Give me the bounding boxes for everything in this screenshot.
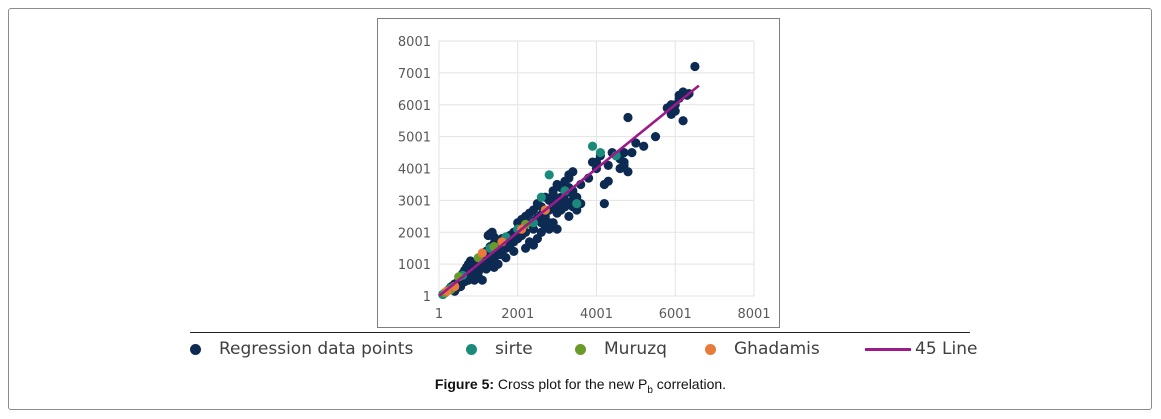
data-point-regression-data-points xyxy=(489,232,499,242)
x-tick-label: 2001 xyxy=(501,307,534,322)
y-tick-label: 8001 xyxy=(398,35,431,50)
data-point-regression-data-points xyxy=(639,141,649,151)
data-point-regression-data-points xyxy=(465,256,476,266)
data-point-regression-data-points xyxy=(544,218,554,228)
y-tick-label: 6001 xyxy=(398,99,431,114)
y-tick-label: 3001 xyxy=(398,194,431,209)
legend-divider xyxy=(190,332,970,333)
chart-legend: Regression data points sirte Muruzq Ghadami… xyxy=(190,335,980,363)
y-tick-label: 2001 xyxy=(398,226,431,241)
data-point-regression-data-points xyxy=(599,198,609,209)
caption-text-end: correlation. xyxy=(652,376,727,392)
x-tick-label: 1 xyxy=(435,307,443,322)
data-point-sirte xyxy=(595,147,605,158)
data-point-regression-data-points xyxy=(560,195,570,206)
data-point-regression-data-points xyxy=(568,189,578,199)
data-point-regression-data-points xyxy=(564,173,574,183)
y-tick-label: 1 xyxy=(423,290,431,305)
data-point-regression-data-points xyxy=(603,176,613,186)
data-point-regression-data-points xyxy=(619,157,629,167)
chart-area: 1 1001 2001 3001 4001 5001 6001 7001 8001 1 2001 40… xyxy=(377,18,780,328)
figure-caption: Figure 5: Cross plot for the new Pb corr… xyxy=(0,376,1161,396)
data-point-regression-data-points xyxy=(501,253,511,263)
legend-line-swatch xyxy=(865,347,911,351)
data-point-sirte xyxy=(572,198,582,209)
data-point-regression-data-points xyxy=(603,160,613,170)
data-point-regression-data-points xyxy=(631,138,641,148)
data-point-sirte xyxy=(536,192,546,202)
data-point-regression-data-points xyxy=(528,224,539,234)
legend-marker-swatch xyxy=(190,343,201,355)
caption-subscript: b xyxy=(647,384,653,396)
data-point-regression-data-points xyxy=(552,224,562,234)
legend-item: Muruzq xyxy=(575,335,667,363)
data-point-regression-data-points xyxy=(548,186,558,196)
data-point-regression-data-points xyxy=(627,147,637,158)
y-tick-label: 1001 xyxy=(398,258,431,273)
legend-label: Ghadamis xyxy=(734,339,820,359)
legend-label: sirte xyxy=(495,339,533,359)
x-tick-label: 8001 xyxy=(737,307,770,322)
legend-label: Regression data points xyxy=(219,339,414,359)
x-tick-label: 4001 xyxy=(580,307,613,322)
legend-item: 45 Line xyxy=(865,335,977,363)
data-point-regression-data-points xyxy=(650,132,661,142)
legend-item: Ghadamis xyxy=(705,335,820,363)
data-point-regression-data-points xyxy=(477,275,487,285)
scatter-plot: 1 1001 2001 3001 4001 5001 6001 7001 8001 1 2001 40… xyxy=(398,35,771,322)
legend-marker-swatch xyxy=(705,343,716,355)
legend-item: sirte xyxy=(466,335,533,363)
data-point-sirte xyxy=(544,170,554,180)
figure-frame xyxy=(8,8,1152,410)
x-tick-label: 6001 xyxy=(659,307,692,322)
data-point-regression-data-points xyxy=(536,218,546,228)
data-point-sirte xyxy=(587,141,598,151)
data-point-regression-data-points xyxy=(623,112,633,123)
data-point-regression-data-points xyxy=(489,262,499,272)
legend-marker-swatch xyxy=(466,343,477,355)
legend-item: Regression data points xyxy=(190,335,413,363)
data-point-regression-data-points xyxy=(509,237,519,247)
data-point-regression-data-points xyxy=(564,211,574,221)
y-tick-label: 5001 xyxy=(398,131,431,146)
data-point-ghadamis xyxy=(477,248,487,258)
caption-label: Figure 5: xyxy=(434,376,495,392)
y-tick-label: 4001 xyxy=(398,163,431,178)
data-point-regression-data-points xyxy=(623,167,633,177)
legend-label: Muruzq xyxy=(604,339,667,359)
data-point-regression-data-points xyxy=(678,116,688,126)
data-point-regression-data-points xyxy=(690,61,700,72)
caption-text: Cross plot for the new P xyxy=(494,376,648,392)
legend-marker-swatch xyxy=(575,343,586,355)
legend-label: 45 Line xyxy=(915,339,978,359)
data-point-regression-data-points xyxy=(509,246,519,257)
series-line-45 xyxy=(438,84,700,298)
y-tick-label: 7001 xyxy=(398,67,431,82)
